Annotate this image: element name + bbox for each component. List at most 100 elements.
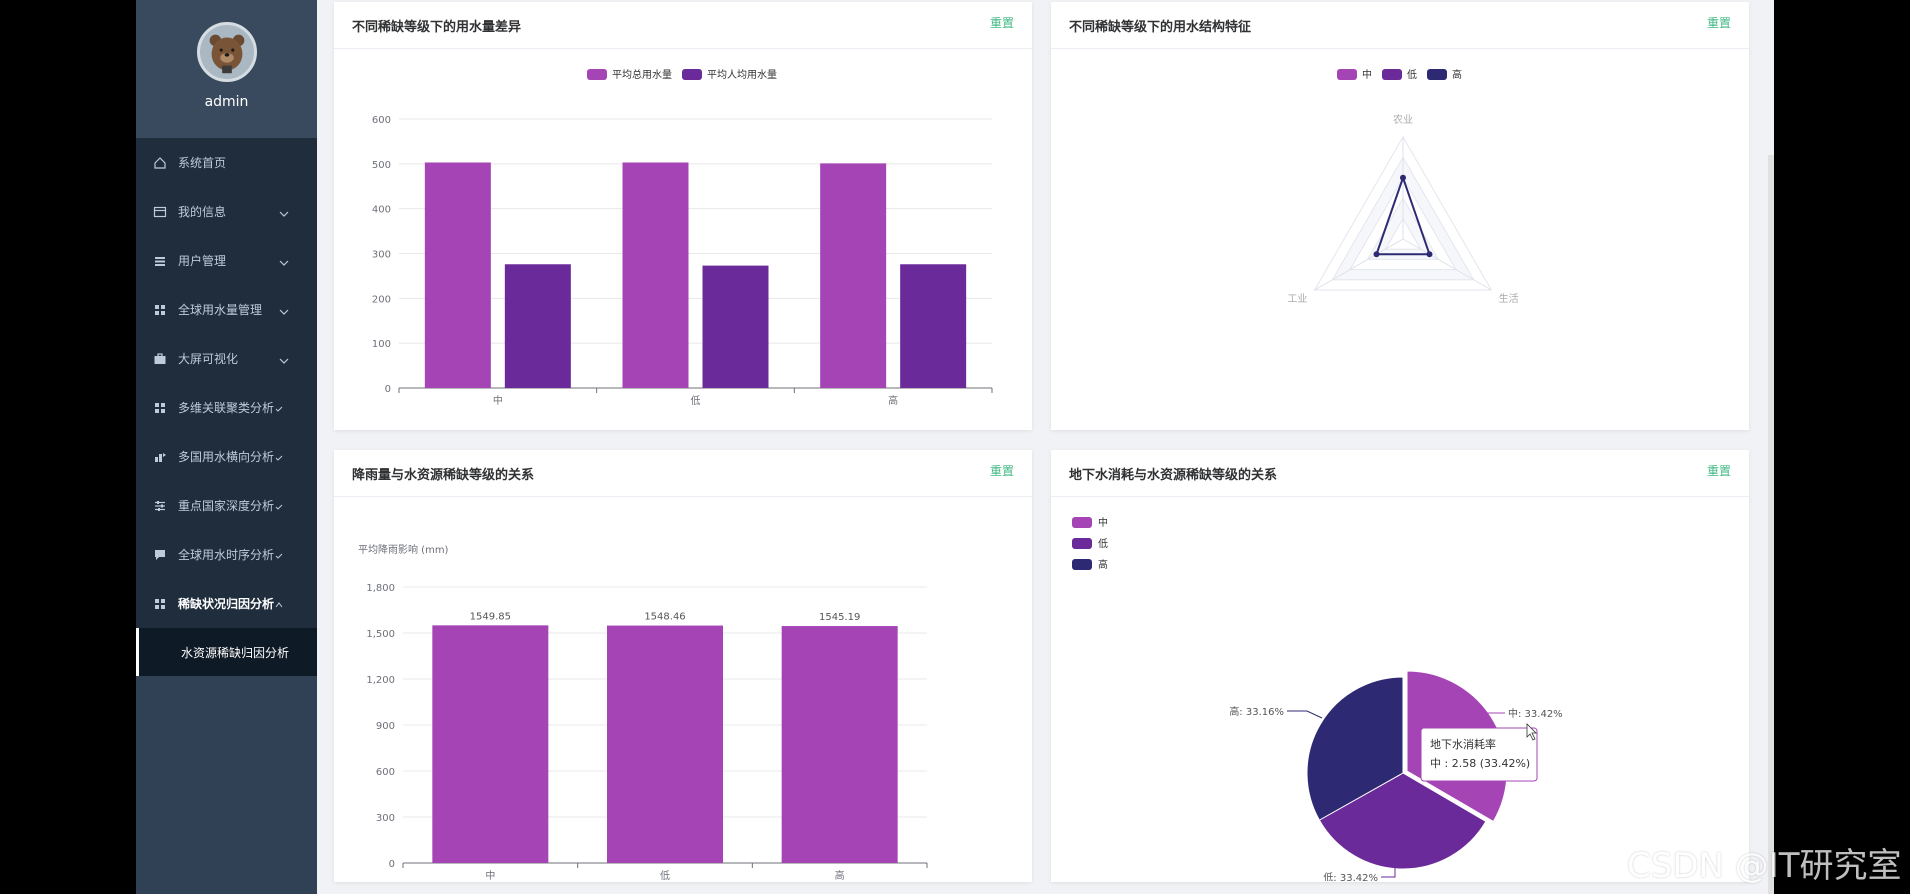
menu-item-user-management[interactable]: 用户管理 xyxy=(136,236,317,285)
grid-icon xyxy=(152,596,168,612)
list-icon xyxy=(152,253,168,269)
radar-point xyxy=(1426,251,1433,258)
app-window: admin 系统首页 我的信息 xyxy=(136,0,1774,894)
briefcase-icon xyxy=(152,351,168,367)
legend-label: 高 xyxy=(1452,68,1462,81)
label-line xyxy=(1287,710,1323,719)
main-content: 不同稀缺等级下的用水量差异 重置 平均总用水量 平均人均用水量 0 100 200 300… xyxy=(317,0,1774,894)
card-header: 地下水消耗与水资源稀缺等级的关系 重置 xyxy=(1051,450,1749,497)
pie-slice xyxy=(1306,676,1404,821)
card-icon xyxy=(152,204,168,220)
card-body: 平均总用水量 平均人均用水量 0 100 200 300 400 500 600 中 低 高 xyxy=(334,49,1032,433)
y-tick-label: 1,800 xyxy=(366,583,395,594)
legend-swatch xyxy=(1072,559,1092,570)
reset-button[interactable]: 重置 xyxy=(989,15,1014,30)
submenu-item-scarcity-attribution[interactable]: 水资源稀缺归因分析 xyxy=(136,628,317,676)
y-tick-label: 0 xyxy=(385,384,391,395)
legend-label: 中 xyxy=(1362,68,1372,81)
y-tick-label: 100 xyxy=(372,339,391,350)
menu-item-label: 全球用水量管理 xyxy=(178,303,263,317)
data-label: 1549.85 xyxy=(470,611,511,622)
card-header: 降雨量与水资源稀缺等级的关系 重置 xyxy=(334,450,1032,497)
user-profile: admin xyxy=(136,0,317,138)
x-tick-label: 高 xyxy=(888,394,898,407)
y-tick-label: 1,200 xyxy=(366,675,395,686)
reset-button[interactable]: 重置 xyxy=(989,463,1014,478)
menu-item-label: 系统首页 xyxy=(178,156,227,170)
menu-item-my-info[interactable]: 我的信息 xyxy=(136,187,317,236)
card-title: 不同稀缺等级下的用水结构特征 xyxy=(1069,19,1252,35)
card-header: 不同稀缺等级下的用水量差异 重置 xyxy=(334,2,1032,49)
avatar[interactable] xyxy=(196,22,257,82)
chevron-down-icon xyxy=(279,206,289,220)
radar-point xyxy=(1373,251,1380,258)
x-tick-label: 低 xyxy=(660,869,670,881)
legend-swatch xyxy=(1427,69,1447,80)
menu-item-key-country-analysis[interactable]: 重点国家深度分析 xyxy=(136,481,317,530)
menu-item-water-usage-management[interactable]: 全球用水量管理 xyxy=(136,285,317,334)
chart-icon xyxy=(152,449,168,465)
menu-item-multi-country-analysis[interactable]: 多国用水横向分析 xyxy=(136,432,317,481)
legend-label: 平均总用水量 xyxy=(612,68,672,81)
x-tick-label: 中 xyxy=(485,869,495,881)
legend-swatch xyxy=(587,69,607,80)
y-tick-label: 600 xyxy=(376,767,395,778)
grid-icon xyxy=(152,302,168,318)
x-tick-label: 高 xyxy=(835,869,845,881)
y-tick-label: 600 xyxy=(372,115,391,126)
menu-item-home[interactable]: 系统首页 xyxy=(136,138,317,187)
mouse-cursor-icon xyxy=(1526,723,1537,741)
username: admin xyxy=(204,94,249,110)
watermark: CSDN @IT研究室 xyxy=(1627,846,1902,886)
menu-item-label: 重点国家深度分析 xyxy=(178,499,275,513)
slice-label: 低: 33.42% xyxy=(1323,871,1378,881)
sliders-icon xyxy=(152,498,168,514)
bar xyxy=(504,264,571,388)
card-water-usage-diff: 不同稀缺等级下的用水量差异 重置 平均总用水量 平均人均用水量 0 100 200 300… xyxy=(334,2,1032,430)
bar xyxy=(607,625,723,863)
bar xyxy=(900,264,967,388)
chevron-icon xyxy=(275,499,283,513)
home-icon xyxy=(152,155,168,171)
card-title: 地下水消耗与水资源稀缺等级的关系 xyxy=(1069,467,1278,483)
y-tick-label: 500 xyxy=(372,160,391,171)
scrollbar[interactable] xyxy=(1768,155,1774,894)
card-body: 中低高中: 33.42% 高: 33.16% 低: 33.42% 地下水消耗率中 : … xyxy=(1051,497,1749,885)
card-title: 不同稀缺等级下的用水量差异 xyxy=(352,19,522,35)
menu-item-label: 用户管理 xyxy=(178,254,227,268)
card-water-structure: 不同稀缺等级下的用水结构特征 重置 中 低 高农业 生活 工业 xyxy=(1051,2,1749,430)
legend-swatch xyxy=(1337,69,1357,80)
menu-item-scarcity-attribution[interactable]: 稀缺状况归因分析 xyxy=(136,579,317,628)
tooltip-value: 中 : 2.58 (33.42%) xyxy=(1430,757,1530,770)
bar xyxy=(781,626,898,863)
data-label: 1545.19 xyxy=(819,612,860,623)
radar-series-line xyxy=(1375,174,1431,256)
bar xyxy=(820,163,887,388)
menu-item-cluster-analysis[interactable]: 多维关联聚类分析 xyxy=(136,383,317,432)
slice-label: 中: 33.42% xyxy=(1508,707,1563,720)
reset-button[interactable]: 重置 xyxy=(1706,15,1731,30)
legend-label: 高 xyxy=(1098,558,1108,571)
menu-item-time-series-analysis[interactable]: 全球用水时序分析 xyxy=(136,530,317,579)
x-tick-label: 低 xyxy=(691,394,701,407)
legend-label: 平均人均用水量 xyxy=(707,69,777,81)
legend-swatch xyxy=(682,69,702,80)
radar-indicator-label: 农业 xyxy=(1393,113,1413,126)
chevron-down-icon xyxy=(279,255,289,269)
chevron-down-icon xyxy=(279,353,289,367)
menu-item-label: 多国用水横向分析 xyxy=(178,450,275,464)
x-tick-label: 中 xyxy=(493,394,503,407)
menu-item-big-screen[interactable]: 大屏可视化 xyxy=(136,334,317,383)
radar-axis xyxy=(1402,238,1492,291)
menu-item-label: 稀缺状况归因分析 xyxy=(178,597,275,611)
card-groundwater-relation: 地下水消耗与水资源稀缺等级的关系 重置 中低高中: 33.42% 高: 33.16… xyxy=(1051,450,1749,885)
bar-chart-usage: 平均总用水量 平均人均用水量 0 100 200 300 400 500 600 中 低 高 xyxy=(372,68,993,407)
bear-avatar-icon xyxy=(199,25,254,79)
chevron-icon xyxy=(275,450,283,464)
menu-item-label: 多维关联聚类分析 xyxy=(178,401,275,415)
bar xyxy=(432,625,549,863)
y-tick-label: 300 xyxy=(376,813,395,824)
reset-button[interactable]: 重置 xyxy=(1706,463,1731,478)
